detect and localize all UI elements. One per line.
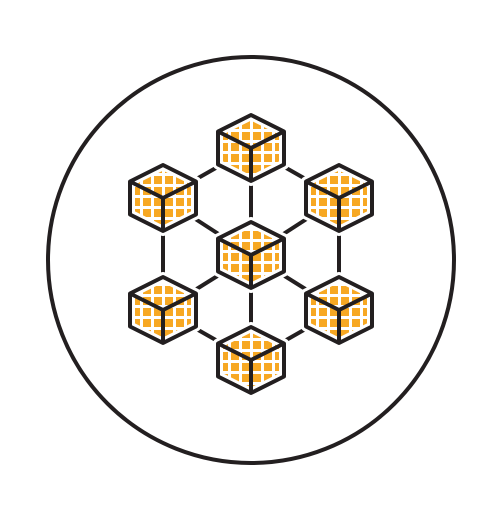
block-cube-bottom <box>213 322 289 398</box>
block-cube-lower-right <box>301 272 377 348</box>
block-cube-lower-left <box>125 272 201 348</box>
block-cube-upper-left <box>125 160 201 236</box>
block-cube-upper-right <box>301 160 377 236</box>
block-cube-center <box>213 217 289 293</box>
block-cube-top <box>213 110 289 186</box>
blocks-group <box>125 110 377 398</box>
outer-circle <box>46 55 456 465</box>
